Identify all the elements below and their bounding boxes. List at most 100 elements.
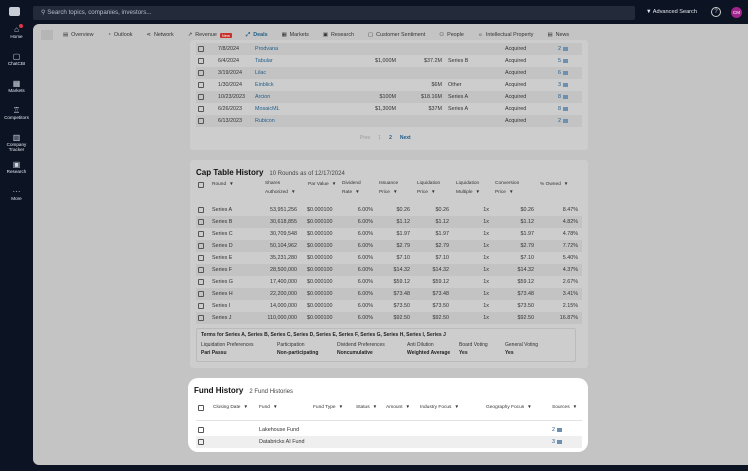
sidebar-item-label: Research xyxy=(6,169,27,174)
column-header[interactable]: Shares Authorized ▼ xyxy=(265,180,305,197)
tab-network[interactable]: ⋖ Network xyxy=(146,27,173,43)
sidebar-item-more[interactable]: ··· More xyxy=(0,184,33,211)
sort-icon[interactable]: ▼ xyxy=(563,181,569,186)
column-header[interactable]: Conversion Price ▼ xyxy=(495,180,535,197)
sources-link[interactable]: 5 xyxy=(558,55,568,67)
row-checkbox[interactable] xyxy=(198,70,204,76)
company-link[interactable]: Rubicon xyxy=(255,118,275,124)
company-link[interactable]: Einblick xyxy=(255,82,274,88)
column-header[interactable]: % Owned ▼ xyxy=(540,180,580,189)
avatar[interactable]: CM xyxy=(731,7,742,18)
sort-icon[interactable]: ▼ xyxy=(475,189,481,194)
tab-customer-sentiment[interactable]: ▢ Customer Sentiment xyxy=(368,27,425,43)
cap-table-row: Series B 30,618,855 $0.000100 6.00% $1.12 $1.… xyxy=(196,216,582,228)
sort-icon[interactable]: ▼ xyxy=(243,404,249,409)
page-1[interactable]: 1 xyxy=(378,135,382,141)
column-header[interactable]: Dividend Rate ▼ xyxy=(342,180,376,197)
column-header[interactable]: Industry Focus ▼ xyxy=(420,403,459,412)
row-checkbox[interactable] xyxy=(198,315,204,321)
row-checkbox[interactable] xyxy=(198,106,204,112)
row-checkbox[interactable] xyxy=(198,207,204,213)
sort-icon[interactable]: ▼ xyxy=(454,404,460,409)
row-checkbox[interactable] xyxy=(198,46,204,52)
sort-icon[interactable]: ▼ xyxy=(355,189,360,194)
column-header[interactable]: Geography Focus ▼ xyxy=(486,403,532,412)
sidebar-item-company-tracker[interactable]: ▥ Company Tracker xyxy=(0,130,33,157)
sidebar-item-home[interactable]: ⌂ Home xyxy=(0,22,33,49)
tab-news[interactable]: ▤ News xyxy=(548,27,570,43)
sort-icon[interactable]: ▼ xyxy=(331,181,337,186)
help-icon[interactable]: ? xyxy=(711,7,721,17)
select-all-checkbox[interactable] xyxy=(198,182,204,188)
search-input[interactable]: ⚲ Search topics, companies, investors... xyxy=(33,6,635,20)
sources-link[interactable]: 2 xyxy=(558,115,568,127)
row-checkbox[interactable] xyxy=(198,255,204,261)
row-checkbox[interactable] xyxy=(198,243,204,249)
sort-icon[interactable]: ▼ xyxy=(338,404,344,409)
column-header[interactable]: Round ▼ xyxy=(212,180,260,189)
sort-icon[interactable]: ▼ xyxy=(430,189,436,194)
app-logo[interactable] xyxy=(9,7,20,16)
select-all-checkbox[interactable] xyxy=(198,405,204,411)
sort-icon[interactable]: ▼ xyxy=(272,404,278,409)
sources-link[interactable]: 2 xyxy=(552,424,562,436)
advanced-search-button[interactable]: ▼ Advanced Search xyxy=(646,9,697,15)
sort-icon[interactable]: ▼ xyxy=(572,404,578,409)
sort-icon[interactable]: ▼ xyxy=(290,189,296,194)
prev-button[interactable]: Prev xyxy=(360,135,371,141)
column-header[interactable]: Issuance Price ▼ xyxy=(379,180,415,197)
tab-overview[interactable]: ▤ Overview xyxy=(63,27,94,43)
row-checkbox[interactable] xyxy=(198,219,204,225)
sort-icon[interactable]: ▼ xyxy=(372,404,378,409)
company-link[interactable]: Lilac xyxy=(255,70,267,76)
sort-icon[interactable]: ▼ xyxy=(527,404,532,409)
tab-people[interactable]: ⚇ People xyxy=(439,27,464,43)
row-checkbox[interactable] xyxy=(198,118,204,124)
sidebar-item-chatcbi[interactable]: ▢ ChatCBI xyxy=(0,49,33,76)
column-header[interactable]: Par Value ▼ xyxy=(308,180,340,189)
tab-intellectual-property[interactable]: ☼ Intellectual Property xyxy=(478,27,534,43)
row-checkbox[interactable] xyxy=(198,279,204,285)
row-checkbox[interactable] xyxy=(198,94,204,100)
company-link[interactable]: Prodvana xyxy=(255,46,279,52)
sidebar-item-markets[interactable]: ▦ Markets xyxy=(0,76,33,103)
sources-link[interactable]: 3 xyxy=(558,79,568,91)
company-link[interactable]: Tabular xyxy=(255,58,273,64)
sources-link[interactable]: 3 xyxy=(552,436,562,448)
sources-link[interactable]: 8 xyxy=(558,103,568,115)
sources-link[interactable]: 6 xyxy=(558,67,568,79)
row-checkbox[interactable] xyxy=(198,231,204,237)
row-checkbox[interactable] xyxy=(198,82,204,88)
sources-link[interactable]: 2 xyxy=(558,43,568,55)
row-checkbox[interactable] xyxy=(198,303,204,309)
sort-icon[interactable]: ▼ xyxy=(405,404,411,409)
sources-link[interactable]: 8 xyxy=(558,91,568,103)
row-checkbox[interactable] xyxy=(198,291,204,297)
tab-markets[interactable]: ▦ Markets xyxy=(282,27,309,43)
row-checkbox[interactable] xyxy=(198,58,204,64)
column-header[interactable]: Sources ▼ xyxy=(552,403,577,412)
column-header[interactable]: Status ▼ xyxy=(356,403,377,412)
row-checkbox[interactable] xyxy=(198,427,204,433)
sort-icon[interactable]: ▼ xyxy=(392,189,398,194)
column-header[interactable]: Liquidation Multiple ▼ xyxy=(456,180,493,197)
tab-revenue[interactable]: ↗ Revenue New xyxy=(188,27,232,43)
sort-icon[interactable]: ▼ xyxy=(229,181,234,186)
sidebar-item-research[interactable]: ▣ Research xyxy=(0,157,33,184)
page-2[interactable]: 2 xyxy=(389,135,392,141)
tab-research[interactable]: ▣ Research xyxy=(323,27,354,43)
sort-icon[interactable]: ▼ xyxy=(508,189,514,194)
next-button[interactable]: Next xyxy=(399,135,411,141)
row-checkbox[interactable] xyxy=(198,439,204,445)
column-header[interactable]: Fund ▼ xyxy=(259,403,277,412)
column-header[interactable]: Amount ▼ xyxy=(386,403,410,412)
fund-history-subtitle: 2 Fund Histories xyxy=(249,389,294,395)
column-header[interactable]: Liquidation Price ▼ xyxy=(417,180,454,197)
sidebar-item-competitors[interactable]: ♖ Competitors xyxy=(0,103,33,130)
column-header[interactable]: Closing Date ▼ xyxy=(213,403,248,412)
row-checkbox[interactable] xyxy=(198,267,204,273)
company-link[interactable]: Arcion xyxy=(255,94,271,100)
column-header[interactable]: Fund Type ▼ xyxy=(313,403,343,412)
tab-outlook[interactable]: ◔ Outlook xyxy=(108,27,133,43)
company-link[interactable]: MosaicML xyxy=(255,106,280,112)
